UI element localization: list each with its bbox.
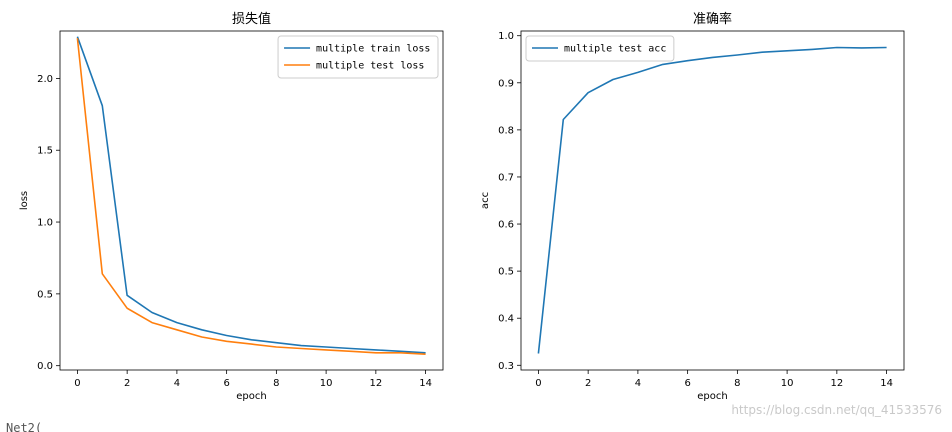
y-tick-label: 0.0 [37,361,53,372]
y-axis-label: loss [19,191,30,210]
x-tick-label: 8 [273,378,279,389]
y-tick-label: 0.5 [37,289,53,300]
x-tick-label: 10 [781,378,794,389]
x-tick-label: 8 [734,378,740,389]
series-line-2 [76,38,426,355]
y-tick-label: 0.5 [498,267,514,278]
plot-frame [520,30,905,371]
chart-title: 准确率 [693,11,732,27]
y-tick-label: 1.0 [37,218,53,229]
legend-label-1: multiple train loss [316,44,430,55]
x-tick-label: 14 [419,378,432,389]
x-tick-label: 4 [635,378,641,389]
accuracy-chart: 准确率 0 2 4 6 8 10 12 14 0.3 0.4 0.5 0.6 0.7 0.8 0.9 1.0 ep… [480,11,905,402]
y-tick-label: 2.0 [37,74,53,85]
y-tick-label: 1.5 [37,146,53,157]
x-tick-label: 14 [880,378,893,389]
legend: multiple test acc [525,35,675,62]
x-tick-label: 0 [74,378,80,389]
watermark: https://blog.csdn.net/qq_41533576 [731,403,942,417]
x-tick-label: 6 [684,378,690,389]
x-tick-label: 12 [830,378,843,389]
x-tick-label: 2 [585,378,591,389]
series-line-1 [537,46,887,354]
y-tick-label: 0.6 [498,220,514,231]
legend-box [277,35,439,79]
y-axis-label: acc [480,192,491,209]
y-tick-label: 1.0 [498,31,514,42]
y-tick-label: 0.4 [498,314,514,325]
x-tick-label: 6 [223,378,229,389]
x-tick-label: 10 [320,378,333,389]
loss-chart: 损失值 0 2 4 6 8 10 12 14 0.0 0.5 1.0 1.5 2.0 epoch loss mu… [19,11,444,402]
legend-label-2: multiple test loss [316,61,424,72]
x-axis-label: epoch [236,391,266,402]
legend-box [525,35,675,62]
y-tick-label: 0.8 [498,125,514,136]
plot-frame [59,30,444,371]
x-tick-label: 12 [369,378,382,389]
x-tick-label: 0 [535,378,541,389]
y-tick-label: 0.7 [498,172,514,183]
y-tick-label: 0.9 [498,78,514,89]
x-axis-label: epoch [697,391,727,402]
x-tick-label: 4 [174,378,180,389]
legend: multiple train loss multiple test loss [277,35,439,79]
legend-label-1: multiple test acc [564,44,666,55]
y-tick-label: 0.3 [498,361,514,372]
bottom-text-fragment: Net2( [6,421,42,432]
chart-title: 损失值 [232,11,271,27]
x-tick-label: 2 [124,378,130,389]
series-line-1 [76,36,426,354]
